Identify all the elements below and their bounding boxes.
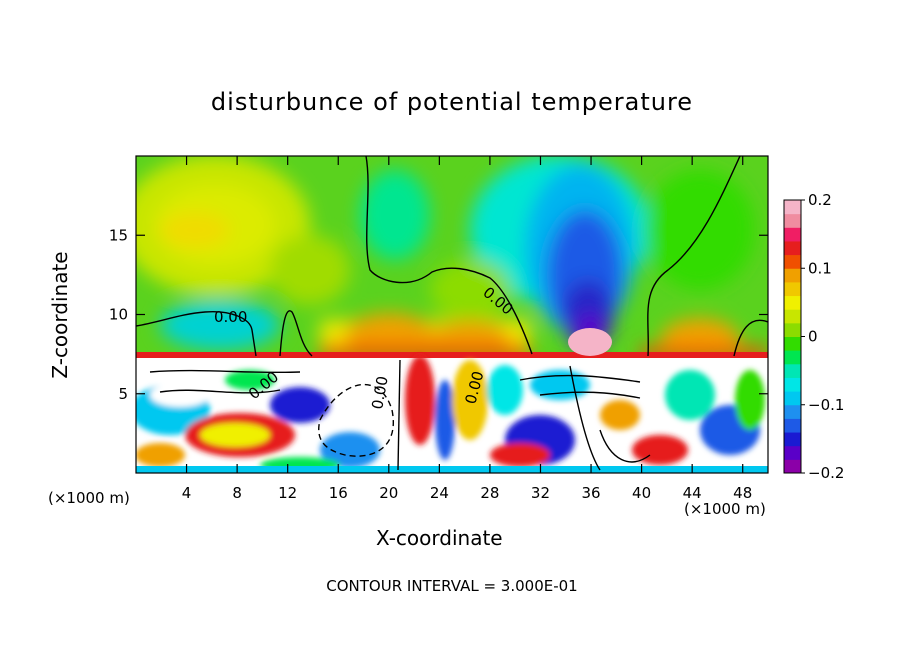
colorbar-segment — [784, 432, 801, 447]
colorbar-segment — [784, 213, 801, 228]
y-tick-label: 5 — [118, 385, 128, 403]
colorbar-segment — [784, 377, 801, 392]
x-axis: 4 8 12 16 20 24 28 32 36 40 44 48 — [182, 156, 752, 502]
chart-title: disturbunce of potential temperature — [210, 88, 694, 116]
colorbar-tick-label: 0.2 — [808, 191, 832, 209]
colorbar-segment — [784, 240, 801, 256]
contour-label: 0.00 — [214, 308, 247, 326]
colorbar-segment — [784, 391, 801, 406]
x-unit-label-left: (×1000 m) — [48, 489, 130, 507]
x-tick-label: 8 — [232, 484, 242, 502]
x-tick-label: 12 — [278, 484, 297, 502]
colorbar-segment — [784, 350, 801, 365]
colorbar-segment — [784, 404, 801, 419]
colorbar-tick-label: 0 — [808, 328, 818, 346]
colorbar-segment — [784, 281, 801, 297]
heatmap-field: 0.00 0.00 0.00 0.00 0.00 — [136, 156, 768, 473]
y-tick-label: 10 — [109, 306, 128, 324]
x-tick-label: 40 — [632, 484, 651, 502]
colorbar-segment — [784, 322, 801, 337]
x-tick-label: 28 — [480, 484, 499, 502]
colorbar-segment — [784, 295, 801, 310]
x-axis-title: X-coordinate — [376, 526, 503, 550]
x-tick-label: 48 — [733, 484, 752, 502]
colorbar-segment — [784, 459, 801, 474]
x-tick-label: 24 — [430, 484, 449, 502]
y-axis: 5 10 15 — [109, 226, 768, 403]
colorbar-segment — [784, 200, 801, 215]
x-tick-label: 36 — [581, 484, 600, 502]
colorbar-tick-label: 0.1 — [808, 259, 832, 277]
x-unit-label-right: (×1000 m) — [684, 500, 766, 518]
colorbar-tick-label: −0.2 — [808, 464, 844, 482]
contour-label: 0.00 — [368, 375, 392, 411]
colorbar-segment — [784, 418, 801, 433]
colorbar-segment — [784, 254, 801, 269]
x-tick-label: 20 — [379, 484, 398, 502]
colorbar-segment — [784, 445, 801, 460]
x-tick-label: 44 — [683, 484, 702, 502]
colorbar-segment — [784, 336, 801, 351]
contour-interval-note: CONTOUR INTERVAL = 3.000E-01 — [326, 577, 578, 595]
x-tick-label: 16 — [329, 484, 348, 502]
x-tick-label: 32 — [531, 484, 550, 502]
x-tick-label: 4 — [182, 484, 192, 502]
colorbar-segment — [784, 268, 801, 283]
colorbar: 0.2 0.1 0 −0.1 −0.2 — [783, 191, 844, 482]
colorbar-tick-label: −0.1 — [808, 396, 844, 414]
colorbar-segment — [784, 309, 801, 324]
colorbar-segment — [784, 227, 801, 242]
y-tick-label: 15 — [109, 226, 128, 244]
colorbar-segment — [784, 363, 801, 378]
